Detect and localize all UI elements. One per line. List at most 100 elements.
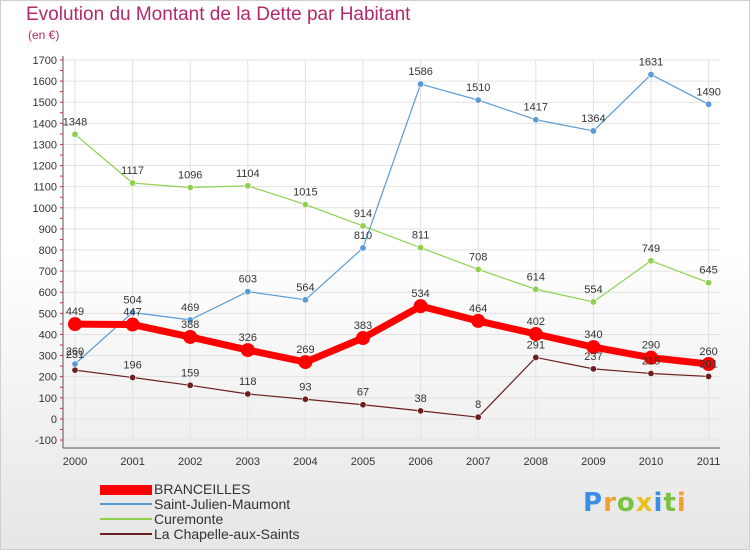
x-tick-label: 2005 bbox=[351, 456, 375, 468]
y-tick-label: 0 bbox=[51, 414, 57, 426]
data-label: 464 bbox=[469, 303, 487, 315]
data-point bbox=[129, 179, 137, 187]
data-label: 326 bbox=[239, 332, 257, 344]
data-point bbox=[647, 257, 655, 265]
data-label: 811 bbox=[412, 230, 430, 242]
data-label: 260 bbox=[66, 346, 84, 358]
data-label: 614 bbox=[527, 271, 545, 283]
proxiti-logo: Proxiti bbox=[583, 488, 687, 518]
x-tick-label: 2000 bbox=[63, 456, 87, 468]
data-label: 1117 bbox=[121, 165, 144, 177]
data-label: 810 bbox=[354, 230, 372, 242]
legend-swatch bbox=[100, 518, 152, 520]
data-label: 159 bbox=[181, 367, 199, 379]
data-point bbox=[186, 184, 194, 192]
y-tick-label: 400 bbox=[39, 329, 57, 341]
data-point bbox=[186, 381, 194, 389]
legend-label: Saint-Julien-Maumont bbox=[154, 496, 291, 512]
legend-swatch bbox=[100, 485, 152, 495]
data-point bbox=[186, 316, 194, 324]
data-point bbox=[183, 329, 198, 344]
data-point bbox=[301, 395, 309, 403]
data-label: 449 bbox=[66, 306, 84, 318]
chart-title: Evolution du Montant de la Dette par Hab… bbox=[26, 4, 411, 25]
y-tick-label: 800 bbox=[39, 245, 57, 257]
data-point bbox=[474, 96, 482, 104]
data-point bbox=[359, 222, 367, 230]
data-label: 402 bbox=[527, 316, 545, 328]
data-point bbox=[532, 353, 540, 361]
data-point bbox=[244, 390, 252, 398]
data-point bbox=[586, 340, 601, 355]
data-label: 1490 bbox=[696, 86, 720, 98]
data-point bbox=[705, 100, 713, 108]
data-point bbox=[705, 372, 713, 380]
data-label: 8 bbox=[475, 399, 481, 411]
data-point bbox=[359, 401, 367, 409]
data-point bbox=[71, 360, 79, 368]
data-point bbox=[528, 327, 543, 342]
data-point bbox=[701, 357, 716, 371]
data-point bbox=[471, 313, 486, 328]
data-point bbox=[417, 80, 425, 88]
x-tick-label: 2002 bbox=[178, 456, 202, 468]
data-label: 383 bbox=[354, 320, 372, 332]
data-point bbox=[359, 244, 367, 252]
data-label: 215 bbox=[642, 356, 660, 368]
data-label: 1348 bbox=[63, 116, 87, 128]
data-point bbox=[644, 350, 658, 365]
y-tick-label: 1300 bbox=[33, 139, 57, 151]
data-label: 340 bbox=[584, 329, 602, 341]
data-point bbox=[413, 299, 428, 314]
data-point bbox=[71, 130, 79, 138]
data-point bbox=[589, 127, 597, 135]
x-tick-label: 2010 bbox=[639, 456, 663, 468]
data-label: 708 bbox=[469, 251, 487, 263]
data-label: 534 bbox=[411, 288, 429, 300]
x-tick-label: 2009 bbox=[581, 456, 605, 468]
data-label: 1104 bbox=[236, 168, 260, 180]
data-label: 260 bbox=[699, 346, 717, 358]
data-point bbox=[298, 355, 313, 370]
data-label: 269 bbox=[296, 344, 314, 356]
y-tick-label: 600 bbox=[39, 287, 57, 299]
y-tick-label: 1600 bbox=[33, 76, 57, 88]
y-tick-label: 500 bbox=[39, 308, 57, 320]
data-label: 38 bbox=[414, 393, 426, 405]
data-point bbox=[417, 244, 425, 252]
y-tick-label: 300 bbox=[39, 351, 57, 363]
y-tick-label: 1700 bbox=[33, 55, 57, 67]
legend-label: BRANCEILLES bbox=[154, 481, 251, 497]
y-tick-label: 100 bbox=[39, 393, 57, 405]
y-tick-label: 1000 bbox=[33, 203, 57, 215]
data-point bbox=[240, 343, 255, 358]
data-label: 469 bbox=[181, 302, 199, 314]
data-point bbox=[129, 308, 137, 316]
data-label: 504 bbox=[123, 294, 141, 306]
legend-label: Curemonte bbox=[154, 511, 224, 527]
data-point bbox=[244, 182, 252, 190]
y-tick-label: 1100 bbox=[33, 182, 57, 194]
data-point bbox=[71, 366, 79, 374]
data-point bbox=[129, 374, 137, 382]
data-point bbox=[532, 285, 540, 293]
x-tick-label: 2008 bbox=[524, 456, 548, 468]
data-point bbox=[705, 279, 713, 287]
data-label: 118 bbox=[239, 376, 257, 388]
y-tick-label: 700 bbox=[39, 266, 57, 278]
y-tick-label: 900 bbox=[39, 224, 57, 236]
data-label: 291 bbox=[527, 339, 545, 351]
x-tick-label: 2001 bbox=[120, 456, 144, 468]
y-tick-label: 1500 bbox=[33, 97, 57, 109]
x-tick-label: 2003 bbox=[236, 456, 260, 468]
y-tick-label: 200 bbox=[39, 372, 57, 384]
data-point bbox=[589, 298, 597, 306]
data-label: 237 bbox=[584, 351, 602, 363]
chart-subtitle: (en €) bbox=[28, 28, 60, 42]
series-line-3 bbox=[74, 356, 710, 418]
data-label: 388 bbox=[181, 319, 199, 331]
data-label: 645 bbox=[699, 265, 717, 277]
x-tick-label: 2004 bbox=[293, 456, 317, 468]
